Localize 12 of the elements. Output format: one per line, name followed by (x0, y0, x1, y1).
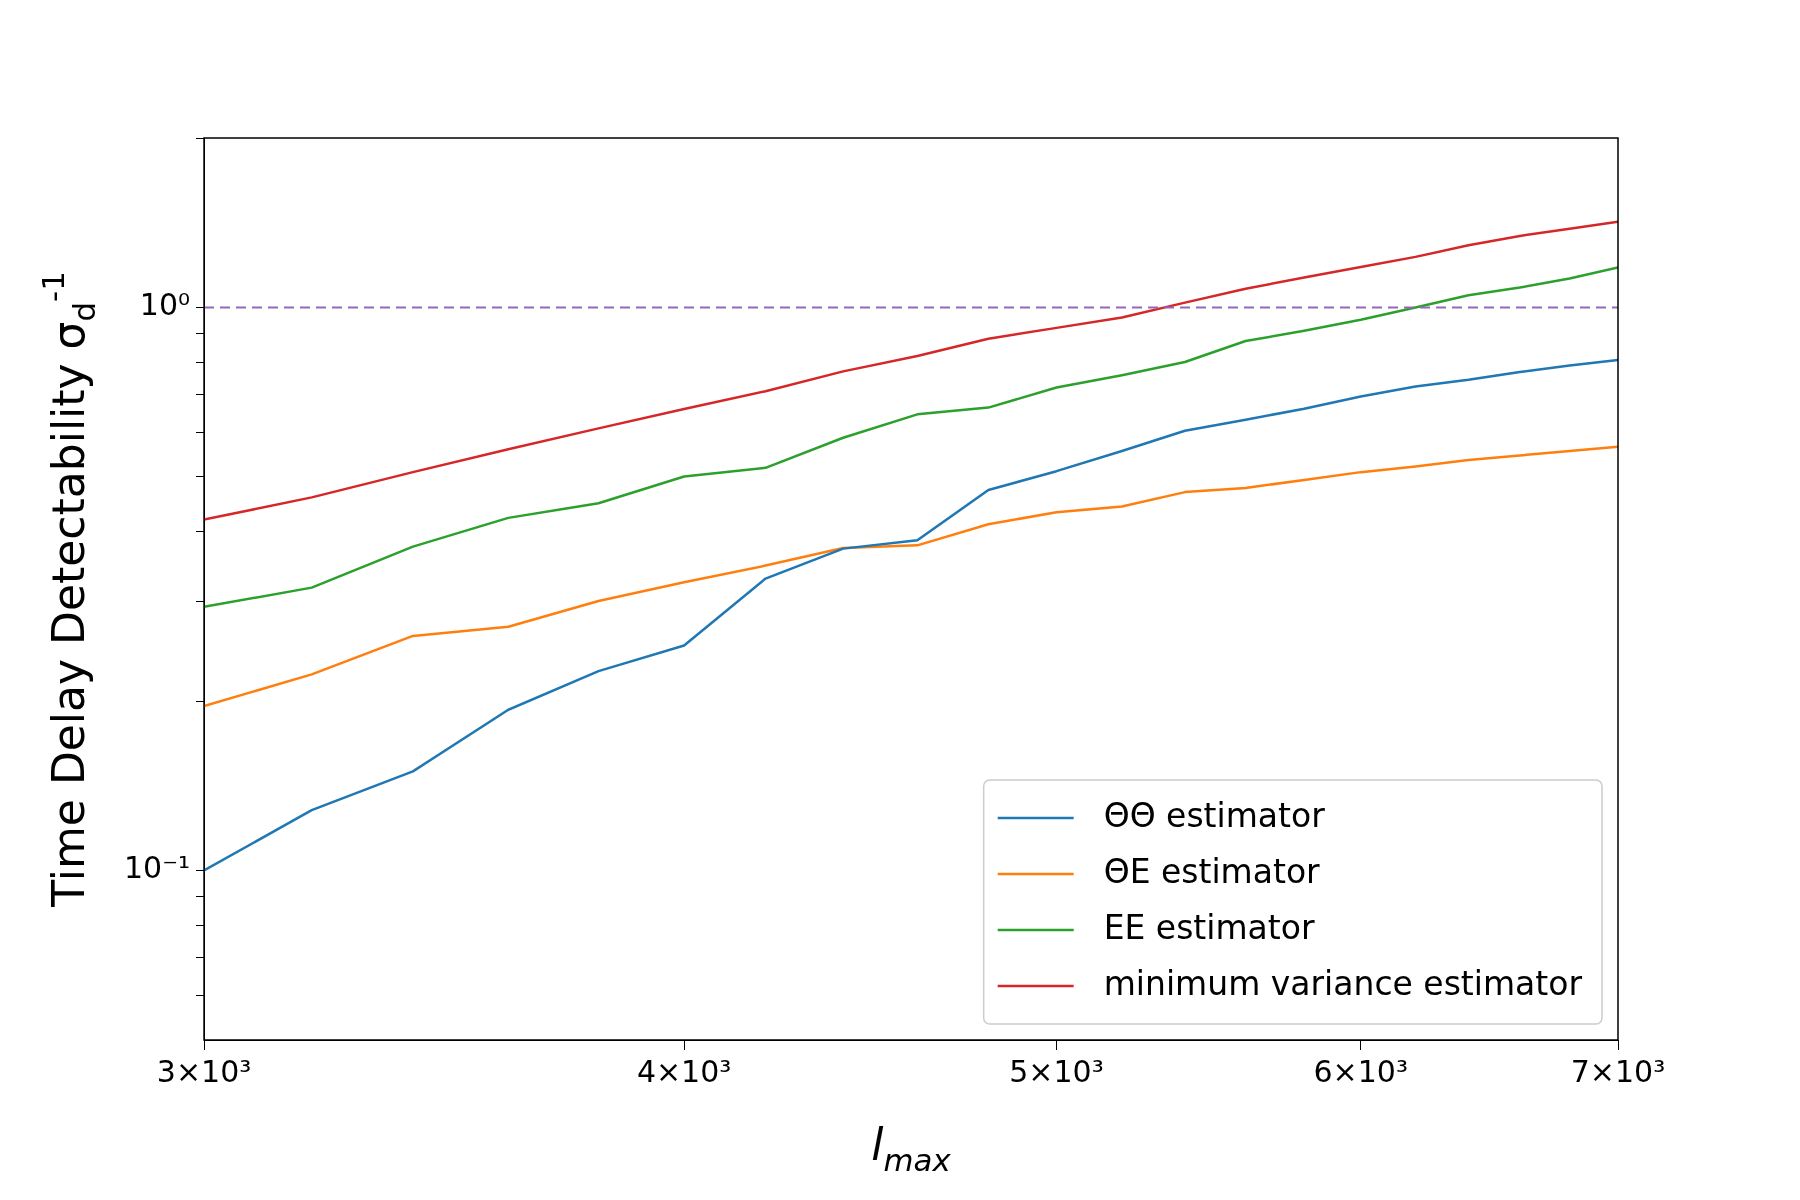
legend-label: EE estimator (1103, 907, 1315, 947)
legend-label: ΘE estimator (1103, 851, 1321, 891)
x-tick-label: 4×10³ (636, 1053, 732, 1089)
x-tick-label: 5×10³ (1009, 1053, 1104, 1089)
y-axis-title: Time Delay Detectability σd-1 (35, 271, 103, 908)
y-tick-label: 10⁻¹ (123, 850, 191, 886)
legend-label: minimum variance estimator (1103, 963, 1583, 1003)
x-tick-label: 7×10³ (1570, 1053, 1666, 1089)
x-tick-label: 6×10³ (1313, 1053, 1408, 1089)
legend-label: ΘΘ estimator (1103, 795, 1326, 835)
y-tick-label: 10⁰ (139, 287, 191, 323)
x-tick-label: 3×10³ (156, 1053, 252, 1089)
